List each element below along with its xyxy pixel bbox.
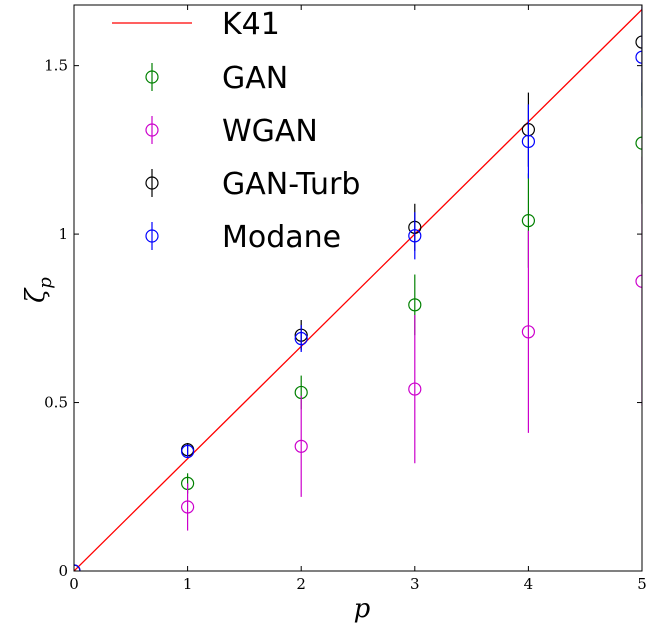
data-point bbox=[294, 331, 308, 346]
data-point bbox=[181, 500, 195, 514]
legend-label: GAN bbox=[222, 61, 288, 96]
data-point bbox=[635, 136, 642, 150]
x-tick-label: 1 bbox=[183, 575, 193, 593]
axes-frame bbox=[73, 4, 643, 572]
series-wgan bbox=[74, 156, 642, 571]
legend-label: GAN-Turb bbox=[222, 167, 360, 202]
data-point bbox=[408, 382, 422, 396]
k41-reference-line bbox=[74, 9, 642, 571]
x-axis-ticks: 0 1 2 3 4 5 bbox=[69, 5, 646, 593]
legend-entry-wgan: WGAN bbox=[145, 114, 318, 149]
x-tick-label: 0 bbox=[69, 575, 79, 593]
data-point bbox=[521, 134, 536, 149]
legend-marker-swatch bbox=[145, 229, 159, 243]
data-point bbox=[181, 444, 195, 458]
x-tick-label: 3 bbox=[410, 575, 420, 593]
y-axis-label: ζp bbox=[21, 277, 56, 303]
data-markers bbox=[74, 5, 642, 571]
x-tick-label: 2 bbox=[296, 575, 306, 593]
y-tick-label: 1.5 bbox=[44, 57, 68, 75]
legend-marker-swatch bbox=[145, 176, 159, 190]
plot-area bbox=[74, 5, 642, 571]
x-tick-label: 5 bbox=[637, 575, 646, 593]
legend-entry-k41: K41 bbox=[112, 7, 280, 42]
legend-label: WGAN bbox=[222, 114, 318, 149]
data-point bbox=[521, 214, 536, 228]
y-axis-label-main: ζ bbox=[21, 287, 51, 303]
data-point bbox=[635, 35, 642, 49]
legend-label: Modane bbox=[222, 220, 341, 255]
y-tick-label: 0.5 bbox=[44, 394, 68, 412]
y-axis-ticks: 0 0.5 1 1.5 bbox=[44, 57, 642, 580]
legend-entry-gan-turb: GAN-Turb bbox=[145, 167, 360, 202]
legend-entry-gan: GAN bbox=[145, 61, 288, 96]
x-tick-label: 4 bbox=[524, 575, 534, 593]
y-tick-label: 1 bbox=[58, 225, 68, 243]
data-point bbox=[635, 50, 642, 64]
data-point bbox=[635, 274, 642, 288]
series-gan bbox=[74, 82, 642, 571]
y-axis-label-subscript: p bbox=[35, 277, 56, 289]
legend-entry-modane: Modane bbox=[145, 220, 341, 255]
data-point bbox=[408, 229, 422, 243]
data-point bbox=[408, 298, 422, 312]
data-point bbox=[294, 439, 308, 453]
series-modane bbox=[74, 6, 642, 571]
data-point bbox=[521, 325, 536, 339]
x-axis-label: p bbox=[354, 594, 371, 624]
legend-marker-swatch bbox=[145, 70, 159, 84]
legend-marker-swatch bbox=[145, 123, 159, 137]
legend: K41 GAN WGAN GAN-Turb Modane bbox=[112, 7, 360, 255]
y-tick-label: 0 bbox=[58, 562, 68, 580]
legend-label: K41 bbox=[222, 7, 280, 42]
